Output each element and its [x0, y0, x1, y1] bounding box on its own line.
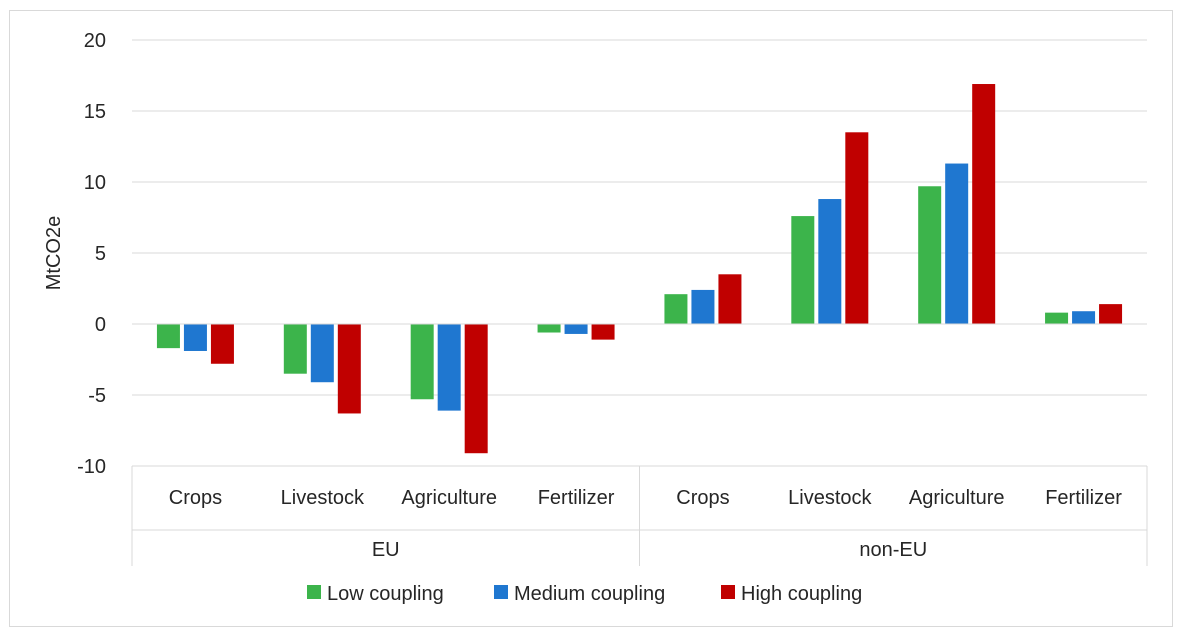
- bar: [664, 294, 688, 324]
- bar: [537, 324, 561, 333]
- x-tick-label: Fertilizer: [538, 487, 615, 509]
- legend-swatch: [721, 585, 735, 599]
- y-axis-label: MtCO2e: [43, 216, 65, 290]
- bar: [591, 324, 615, 340]
- bar: [310, 324, 334, 383]
- axes: -10 -5 0 5 10 15 20 EU non-EU Crops Livestock Agric…: [77, 30, 1148, 566]
- legend-label: Medium coupling: [514, 583, 665, 605]
- bar: [1099, 304, 1123, 324]
- bar: [718, 274, 742, 324]
- bar: [691, 289, 715, 324]
- bar: [818, 199, 842, 324]
- y-tick-label: 0: [95, 314, 106, 336]
- legend-label: High coupling: [741, 583, 862, 605]
- x-tick-label: Livestock: [788, 487, 872, 509]
- bar: [464, 324, 488, 454]
- bar: [410, 324, 434, 400]
- bar: [564, 324, 588, 334]
- legend-swatch: [494, 585, 508, 599]
- legend: Low coupling Medium coupling High coupling: [307, 583, 862, 605]
- y-tick-label: 20: [84, 30, 106, 52]
- x-tick-label: Fertilizer: [1045, 487, 1122, 509]
- bar: [1072, 311, 1096, 324]
- bar: [972, 84, 996, 325]
- group-label: EU: [372, 539, 400, 561]
- legend-label: Low coupling: [327, 583, 444, 605]
- y-tick-label: -5: [88, 385, 106, 407]
- bar: [283, 324, 307, 374]
- bar: [156, 324, 180, 349]
- bars: [156, 84, 1123, 454]
- bar: [1045, 312, 1069, 324]
- y-tick-label: 5: [95, 243, 106, 265]
- x-tick-label: Livestock: [281, 487, 365, 509]
- x-tick-label: Agriculture: [401, 487, 497, 509]
- y-tick-label: 10: [84, 172, 106, 194]
- x-tick-label: Agriculture: [909, 487, 1005, 509]
- y-tick-label: 15: [84, 101, 106, 123]
- bar: [918, 186, 942, 324]
- x-tick-label: Crops: [169, 487, 222, 509]
- legend-swatch: [307, 585, 321, 599]
- bar: [791, 216, 815, 324]
- x-tick-label: Crops: [676, 487, 729, 509]
- bar: [183, 324, 207, 351]
- bar: [337, 324, 361, 414]
- group-label: non-EU: [859, 539, 927, 561]
- y-tick-label: -10: [77, 456, 106, 478]
- bar: [437, 324, 461, 411]
- bar: [845, 132, 869, 324]
- bar: [945, 163, 969, 324]
- bar: [210, 324, 234, 364]
